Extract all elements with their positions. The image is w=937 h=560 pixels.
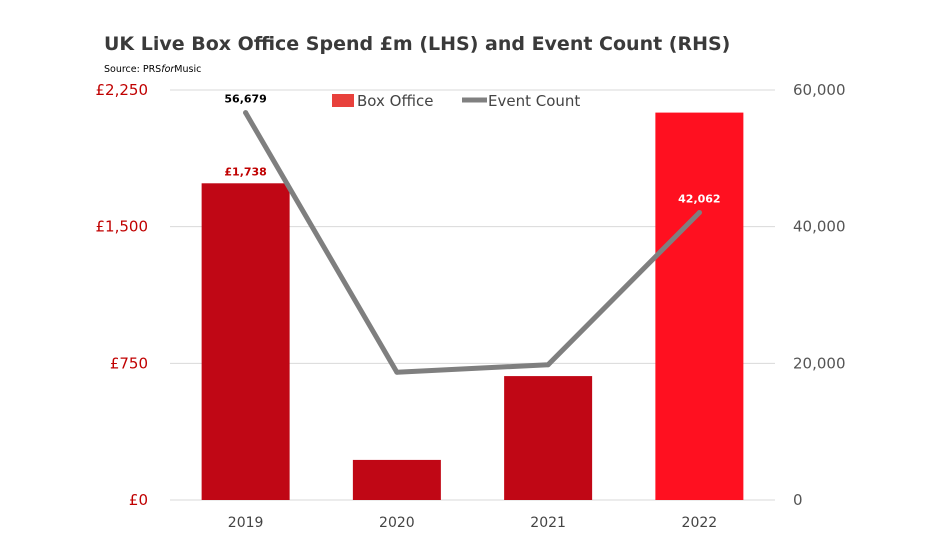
- bar-data-label: £2,126: [678, 95, 721, 108]
- legend-swatch-box-office: [332, 94, 354, 107]
- line-data-label: 56,679: [224, 93, 266, 106]
- line-point-2021: [545, 362, 551, 368]
- line-point-2019: [243, 110, 249, 116]
- y-right-tick-label: 20,000: [793, 354, 846, 372]
- x-tick-label: 2021: [530, 515, 566, 531]
- line-data-label: 42,062: [678, 193, 720, 206]
- bar-2022: [655, 112, 744, 501]
- x-tick-label: 2020: [379, 515, 415, 531]
- legend-label-box-office: Box Office: [357, 92, 433, 110]
- y-left-tick-label: £0: [129, 491, 148, 509]
- source-suffix: Music: [174, 64, 202, 75]
- event-count-line: [243, 110, 702, 375]
- bar-2019: [201, 183, 290, 500]
- source-prefix: Source: PRS: [104, 64, 162, 75]
- x-tick-label: 2019: [228, 515, 264, 531]
- x-tick-label: 2022: [682, 515, 718, 531]
- chart-source: Source: PRSforMusic: [104, 64, 201, 75]
- legend: Box Office Event Count: [332, 92, 580, 110]
- data-labels: £1,738 £2,126 56,679 42,062: [224, 93, 721, 206]
- y-right-tick-label: 40,000: [793, 218, 846, 236]
- line-series: [243, 110, 702, 375]
- chart-title: UK Live Box Office Spend £m (LHS) and Ev…: [104, 33, 731, 55]
- line-point-2022: [696, 210, 702, 216]
- y-right-tick-label: 60,000: [793, 81, 846, 99]
- line-point-2020: [394, 369, 400, 375]
- y-right-tick-label: 0: [793, 491, 803, 509]
- axes: £0 £750 £1,500 £2,250 0 20,000 40,000 60,000 201…: [96, 81, 846, 531]
- bar-2020: [352, 459, 441, 500]
- y-left-tick-label: £750: [110, 354, 148, 372]
- legend-label-event-count: Event Count: [488, 92, 580, 110]
- bar-2021: [504, 376, 593, 500]
- bar-data-label: £1,738: [224, 165, 266, 178]
- source-italic: for: [161, 64, 175, 75]
- bar-series: [201, 112, 744, 501]
- y-left-tick-label: £2,250: [96, 81, 149, 99]
- y-left-tick-label: £1,500: [96, 218, 149, 236]
